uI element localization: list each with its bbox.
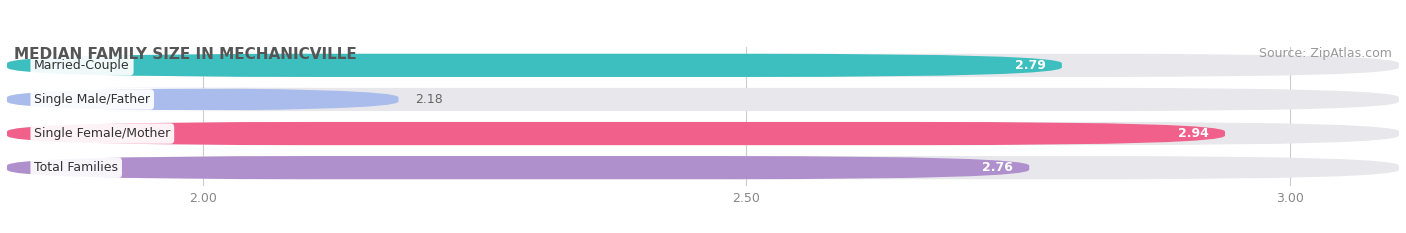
Text: Total Families: Total Families (34, 161, 118, 174)
Text: 2.94: 2.94 (1178, 127, 1209, 140)
FancyBboxPatch shape (7, 54, 1399, 77)
Text: Married-Couple: Married-Couple (34, 59, 129, 72)
FancyBboxPatch shape (7, 156, 1029, 179)
FancyBboxPatch shape (7, 122, 1399, 145)
Text: Source: ZipAtlas.com: Source: ZipAtlas.com (1260, 47, 1392, 60)
Text: 2.79: 2.79 (1015, 59, 1046, 72)
Text: Single Female/Mother: Single Female/Mother (34, 127, 170, 140)
Text: 2.18: 2.18 (415, 93, 443, 106)
Text: 2.76: 2.76 (981, 161, 1012, 174)
FancyBboxPatch shape (7, 122, 1225, 145)
FancyBboxPatch shape (7, 88, 1399, 111)
Text: Single Male/Father: Single Male/Father (34, 93, 150, 106)
FancyBboxPatch shape (7, 156, 1399, 179)
FancyBboxPatch shape (7, 54, 1062, 77)
FancyBboxPatch shape (7, 88, 398, 111)
Text: MEDIAN FAMILY SIZE IN MECHANICVILLE: MEDIAN FAMILY SIZE IN MECHANICVILLE (14, 47, 357, 62)
